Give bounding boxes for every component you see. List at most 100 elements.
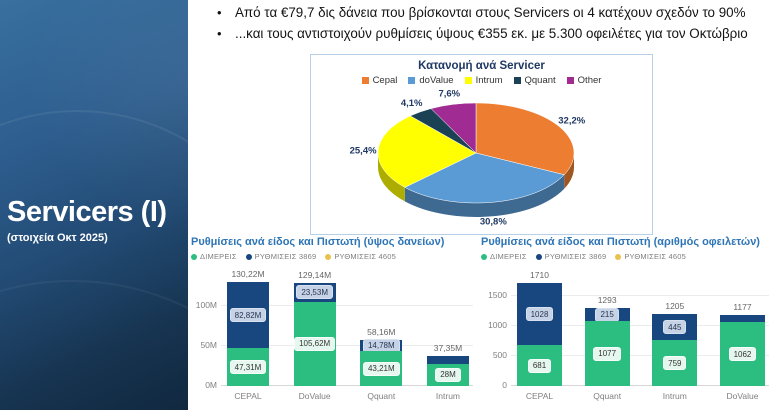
bar-legend-item: ΔΙΜΕΡΕΙΣ [191,252,237,261]
bar-segment-value-label: 759 [663,356,687,371]
bar-segment: 681 [517,345,562,386]
bar-segment: 28M [426,363,469,386]
bar-total-label: 1177 [733,302,752,313]
pie-legend-item: Intrum [464,75,503,86]
pie-percent-label: 32,2% [558,116,585,127]
pie-legend-item: Qquant [513,75,556,86]
legend-dot-icon [535,253,542,260]
bar-chart-legend: ΔΙΜΕΡΕΙΣ ΡΥΘΜΙΣΕΙΣ 3869 ΡΥΘΜΙΣΕΙΣ 4605 [191,252,479,261]
bar-total-label: 129,14M [298,269,332,280]
bar-segment-value-label: 1028 [525,307,554,322]
bar-segment-value-label: 105,62M [294,336,336,351]
bar-legend-item: ΡΥΘΜΙΣΕΙΣ 4605 [325,252,396,261]
bar-segment-value-label: 215 [595,307,619,322]
bar-chart-debtor-counts: Ρυθμίσεις ανά είδος και Πιστωτή (αριθμός… [481,236,775,408]
pie-slice [378,153,405,202]
bar-total-label: 1710 [530,270,549,281]
x-axis-category-label: CEPAL [234,391,262,401]
pie-slice [430,102,477,154]
gridline [511,385,769,386]
legend-dot-icon [245,253,252,260]
gridline [511,324,769,326]
bar-legend-label: ΔΙΜΕΡΕΙΣ [200,252,237,261]
bar-segment: 43,21M [360,351,403,386]
bar-columns: 1028 681 1710 CEPAL 215 1077 1293 Qquant 445 759 1… [517,270,765,401]
bar-segment-value-label: 43,21M [362,361,400,376]
bar-column: 1028 681 1710 CEPAL [517,270,562,401]
x-axis-category-label: CEPAL [525,391,554,401]
bar-segment: 14,78M [360,338,403,353]
x-axis-category-label: Qquant [593,391,622,401]
bar-segment-value-label: 28M [435,367,461,382]
pie-percent-label: 4,1% [401,98,423,109]
bar-legend-item: ΡΥΘΜΙΣΕΙΣ 4605 [615,252,686,261]
sidebar: Servicers (I) (στοιχεία Οκτ 2025) [0,0,188,410]
bar-segment: 47,31M [227,348,269,386]
bar-segment: 23,53M [293,282,336,302]
legend-dot-icon [191,253,197,260]
bar-legend-label: ΡΥΘΜΙΣΕΙΣ 4605 [334,252,397,261]
bar-total-label: 130,22M [231,268,265,279]
bullet-list: Από τα €79,7 δις δάνεια που βρίσκονται σ… [209,3,769,45]
bar-legend-label: ΡΥΘΜΙΣΕΙΣ 4605 [624,252,687,261]
pie-slice [404,152,565,204]
pie-slice [475,102,575,176]
bar-column: 23,53M 105,62M 129,14M DoValue [293,270,336,401]
x-axis-category-label: Intrum [662,391,687,401]
bar-segment: 215 [584,307,630,322]
bar-columns: 82,82M 47,31M 130,22M CEPAL 23,53M 105,62M 129… [227,269,469,401]
legend-swatch-icon [566,77,574,84]
gridline [221,345,473,346]
bar-segment: 1028 [517,283,562,346]
pie-slice [404,174,565,217]
bar-chart-title: Ρυθμίσεις ανά είδος και Πιστωτή (ύψος δα… [191,236,445,248]
bar-legend-item: ΔΙΜΕΡΕΙΣ [481,252,527,261]
y-axis-tick-label: 1500 [488,289,507,300]
bar-segment: 82,82M [227,281,269,349]
bar-legend-label: ΡΥΘΜΙΣΕΙΣ 3869 [544,252,607,261]
bar-segment-value-label: 14,78M [362,338,400,353]
bar-legend-label: ΡΥΘΜΙΣΕΙΣ 3869 [254,252,317,261]
legend-dot-icon [325,253,332,260]
bullet-item: Από τα €79,7 δις δάνεια που βρίσκονται σ… [209,3,769,23]
pie-legend-label: doValue [419,75,454,86]
bar-segment [426,356,469,364]
bar-segment-value-label: 23,53M [296,285,333,300]
y-axis-tick-label: 50M [200,340,217,350]
bar-segment-value-label: 445 [663,320,687,335]
bar-segment-value-label: 47,31M [229,360,267,375]
y-axis-tick-label: 500 [492,350,507,360]
bar-column: 28M 37,35M Intrum [426,274,469,401]
pie-chart-card: Κατανομή ανά Servicer Cepal doValue Intrum… [310,54,653,235]
bar-segment-value-label: 82,82M [229,308,267,323]
gridline [221,385,473,386]
bar-chart-loan-amounts: Ρυθμίσεις ανά είδος και Πιστωτή (ύψος δα… [191,236,479,408]
pie-percent-label: 7,6% [438,89,460,100]
pie-legend-label: Intrum [475,75,503,86]
pie-legend-label: Qquant [524,75,556,86]
bar-column: 445 759 1205 Intrum [652,274,698,401]
gridline [511,294,769,296]
legend-swatch-icon [513,77,521,84]
legend-dot-icon [481,253,487,260]
bar-segment-value-label: 1062 [728,347,757,362]
pie-legend-label: Other [577,75,602,86]
pie-percent-label: 30,8% [480,216,507,227]
bar-legend-label: ΔΙΜΕΡΕΙΣ [490,252,527,261]
bar-column: 215 1077 1293 Qquant [584,274,630,401]
slide-subtitle: (στοιχεία Οκτ 2025) [7,232,108,244]
bar-chart-legend: ΔΙΜΕΡΕΙΣ ΡΥΘΜΙΣΕΙΣ 3869 ΡΥΘΜΙΣΕΙΣ 4605 [481,252,775,261]
bar-total-label: 1293 [597,295,617,306]
bar-legend-item: ΡΥΘΜΙΣΕΙΣ 3869 [535,252,607,261]
bar-segment-value-label: 681 [527,358,552,373]
pie-legend-item: doValue [408,75,454,86]
legend-swatch-icon [408,77,416,84]
bar-segment: 1062 [719,322,765,386]
gridline [511,355,769,356]
bar-segment-value-label: 1077 [593,346,622,361]
pie-legend-label: Cepal [372,75,398,86]
bar-column: 82,82M 47,31M 130,22M CEPAL [227,269,269,401]
pie-percent-label: 25,4% [350,146,377,157]
pie-legend: Cepal doValue Intrum Qquant Other [311,75,652,86]
